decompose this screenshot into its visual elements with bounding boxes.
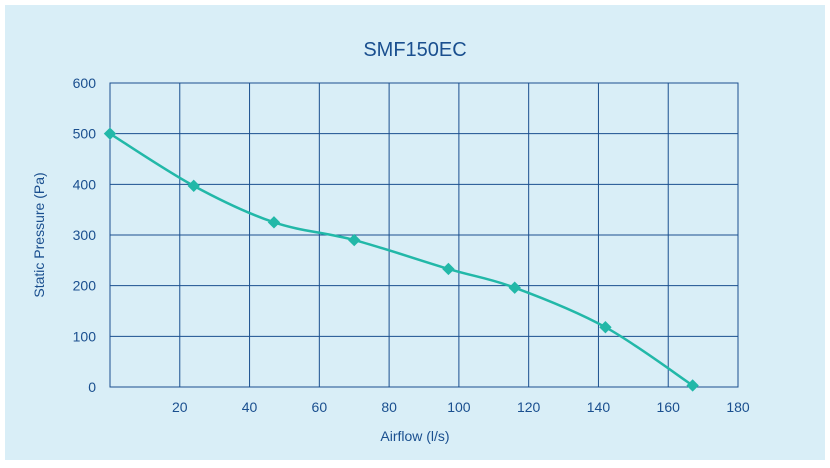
x-tick-label: 180 — [726, 399, 750, 415]
x-tick-label: 160 — [657, 399, 681, 415]
y-axis-label: Static Pressure (Pa) — [31, 172, 47, 297]
data-point — [599, 321, 612, 334]
x-tick-label: 40 — [242, 399, 258, 415]
chart-background — [5, 5, 825, 460]
data-point — [267, 216, 281, 229]
tick-labels: 0 100 200 300 400 500 600 20 40 60 80 100 120 140 160 1… — [73, 75, 750, 415]
x-axis-label: Airflow (l/s) — [380, 428, 449, 444]
y-tick-label: 100 — [73, 328, 97, 344]
series-layer — [103, 127, 699, 392]
x-tick-label: 120 — [517, 399, 541, 415]
x-tick-label: 20 — [172, 399, 188, 415]
x-tick-label: 100 — [447, 399, 471, 415]
chart-title: SMF150EC — [363, 39, 466, 61]
y-tick-label: 500 — [73, 126, 97, 142]
x-tick-label: 80 — [381, 399, 397, 415]
x-tick-label: 60 — [312, 399, 328, 415]
data-point — [103, 127, 117, 140]
y-tick-label: 400 — [73, 176, 97, 192]
y-tick-label: 200 — [73, 278, 97, 294]
y-tick-label: 0 — [88, 379, 96, 395]
data-point — [508, 281, 521, 294]
data-point — [686, 379, 699, 392]
data-point — [187, 179, 200, 193]
x-tick-label: 140 — [587, 399, 611, 415]
y-tick-label: 300 — [73, 227, 97, 243]
grid-layer — [109, 82, 739, 388]
data-point — [348, 233, 361, 247]
data-point — [442, 262, 455, 276]
y-tick-label: 600 — [73, 75, 97, 91]
